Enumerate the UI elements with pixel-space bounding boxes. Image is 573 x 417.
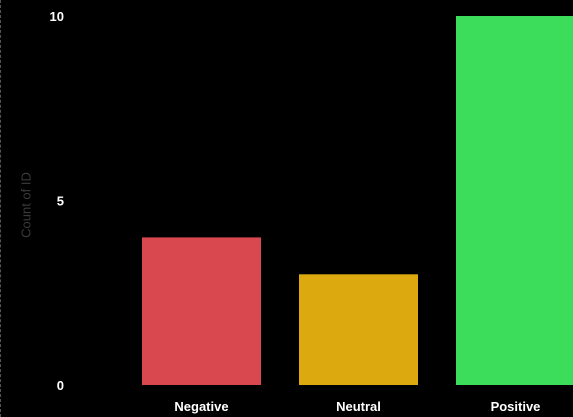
x-tick-label-negative: Negative — [174, 399, 228, 414]
y-tick-label-0: 0 — [57, 378, 64, 393]
y-tick-label-5: 5 — [57, 194, 64, 209]
chart-left-border — [0, 0, 1, 417]
x-ticks-layer: Negative Neutral Positive — [174, 399, 540, 414]
bar-neutral[interactable] — [299, 274, 418, 385]
x-tick-label-positive: Positive — [491, 399, 541, 414]
y-tick-label-10: 10 — [50, 9, 64, 24]
y-ticks-layer: 0 5 10 — [50, 9, 64, 393]
bars-layer — [142, 16, 573, 385]
bar-positive[interactable] — [456, 16, 573, 385]
bar-negative[interactable] — [142, 237, 261, 385]
x-tick-label-neutral: Neutral — [336, 399, 381, 414]
